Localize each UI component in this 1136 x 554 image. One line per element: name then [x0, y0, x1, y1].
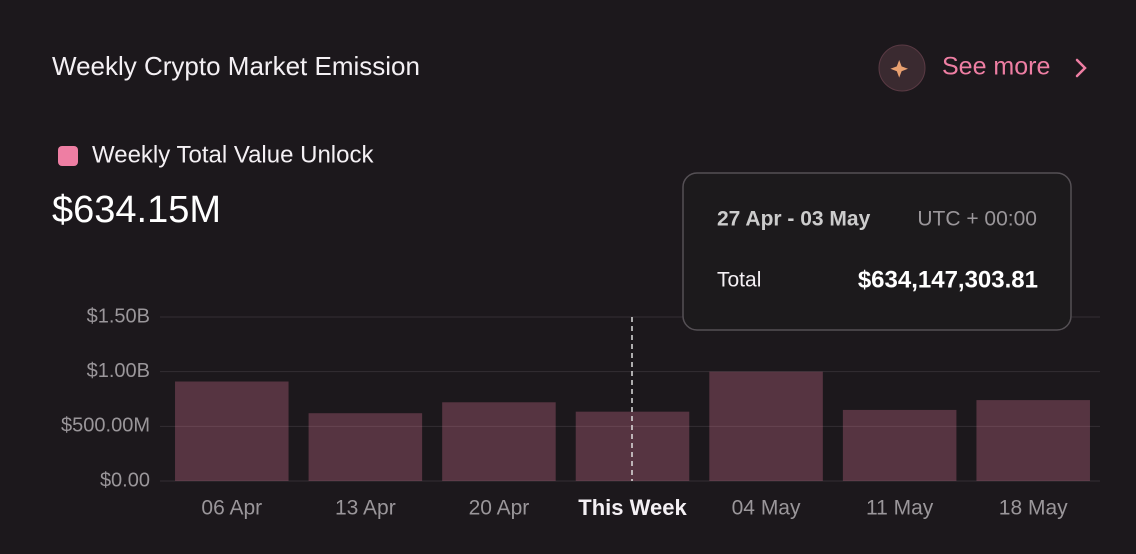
see-more-text[interactable]: See more	[942, 53, 1050, 81]
x-tick-label: 04 May	[732, 497, 801, 520]
legend-label: Weekly Total Value Unlock	[92, 141, 374, 168]
bar	[442, 402, 556, 481]
sparkle	[890, 60, 908, 78]
bar	[175, 381, 289, 481]
chevron	[1075, 58, 1087, 78]
x-tick-label: 13 Apr	[335, 497, 396, 520]
x-tick-label: 06 Apr	[201, 497, 262, 520]
x-tick-label: 11 May	[866, 497, 934, 520]
bar	[842, 409, 957, 481]
chart-title: Weekly Crypto Market Emission	[52, 51, 420, 81]
x-tick-label: 18 May	[999, 497, 1068, 520]
headline-value: $634.15M	[52, 189, 221, 231]
tooltip-total-value: $634,147,303.81	[858, 266, 1038, 293]
tooltip-box	[682, 172, 1072, 331]
see-more-button[interactable]: See more	[878, 44, 1087, 92]
y-tick-label: $500.00M	[61, 415, 150, 437]
y-tick-label: $0.00	[100, 469, 150, 491]
tooltip-range: 27 Apr - 03 May	[717, 208, 871, 231]
legend-swatch	[58, 146, 78, 166]
bar	[709, 371, 823, 481]
plot: $0.00 $500.00M $1.00B $1.50B 06 Apr 13 Apr 20 …	[61, 305, 1100, 520]
bar	[976, 400, 1090, 481]
tooltip-timezone: UTC + 00:00	[917, 208, 1037, 231]
x-tick-label: This Week	[578, 495, 687, 520]
y-tick-label: $1.00B	[87, 360, 150, 382]
y-tick-label: $1.50B	[87, 305, 150, 327]
bar	[308, 413, 423, 481]
tooltip: 27 Apr - 03 May UTC + 00:00 Total $634,1…	[682, 172, 1072, 331]
x-tick-label: 20 Apr	[469, 497, 530, 520]
tooltip-total-label: Total	[717, 269, 761, 292]
